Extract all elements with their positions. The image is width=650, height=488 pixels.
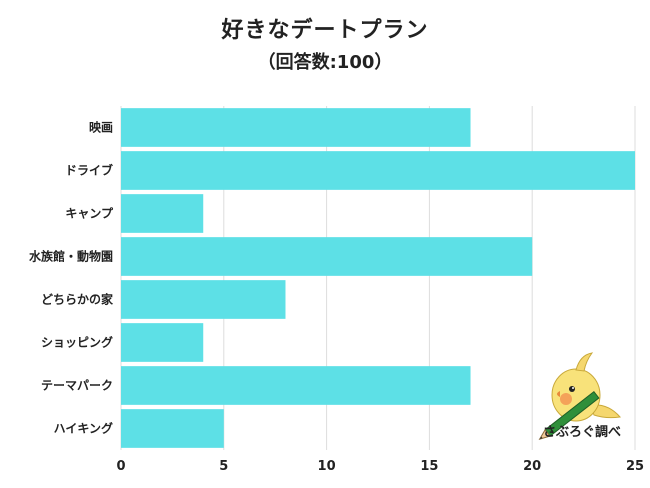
category-label: キャンプ [65,206,114,221]
bar [121,323,204,362]
x-tick-label: 0 [116,459,125,474]
bar [121,151,635,190]
chart-title: 好きなデートプラン [221,18,429,43]
bar [121,237,533,276]
x-tick-label: 20 [523,459,541,474]
source-label: さぶろぐ調べ [542,425,621,440]
category-label: ハイキング [54,421,113,436]
bar [121,280,286,319]
category-label: 水族館・動物園 [29,249,113,264]
x-tick-label: 5 [219,459,228,474]
bars [121,108,635,448]
x-tick-label: 10 [318,459,336,474]
category-label: ドライブ [65,163,113,178]
x-tick-labels: 0 5 10 15 20 25 [116,459,644,474]
chart-subtitle: （回答数:100） [257,52,393,73]
category-label: どちらかの家 [41,292,114,307]
category-label: テーマパーク [41,379,113,393]
category-label: 映画 [89,120,113,135]
x-tick-label: 25 [626,459,644,474]
bird-mascot-icon [538,352,621,440]
bar [121,108,471,147]
bar [121,366,471,405]
bar [121,194,204,233]
x-tick-label: 15 [420,459,438,474]
category-label: ショッピング [41,335,113,350]
bar [121,409,224,448]
